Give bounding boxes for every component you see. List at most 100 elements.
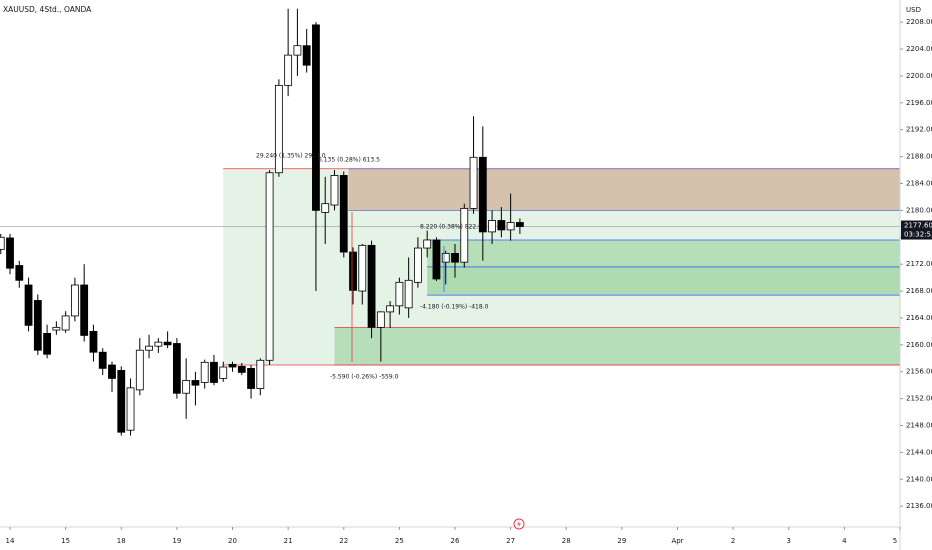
candle-body [247,367,255,389]
measure-label: -4.180 (-0.19%) -418.0 [420,304,489,311]
plot-area: 29.240 (1.35%) 2924.06.135 (0.28%) 613.5… [0,8,900,436]
y-tick-label: 2192.000 [906,126,932,134]
candle-body [200,361,209,383]
measure-label: 6.135 (0.28%) 613.5 [318,157,380,164]
candle-body [367,244,376,328]
candle-body [478,156,487,233]
candle-body [182,380,191,394]
event-icon[interactable] [513,518,525,530]
candle-body [469,156,478,209]
countdown: 03:32:53 [904,231,932,239]
y-tick-label: 2136.000 [906,502,932,510]
candle-body [395,281,404,307]
zone [427,239,900,267]
candle-body [6,237,14,269]
last-price-label: 2177.600 [904,222,932,230]
candle-body [71,284,79,317]
y-tick-label: 2144.000 [906,448,932,456]
candle-body [228,363,237,368]
y-tick-label: 2140.000 [906,475,932,483]
candle-body [386,305,395,313]
candle-body [219,366,228,379]
last-price-box [901,220,932,240]
candle-body [488,220,496,233]
candle-body [0,236,5,250]
y-tick-label: 2204.000 [906,45,932,53]
measure-label: 29.240 (1.35%) 2924.0 [256,153,326,160]
candle-body [256,359,265,389]
candle-body [24,284,33,326]
candle-body [506,222,515,231]
candle-body [339,175,348,253]
y-tick-label: 2172.000 [906,260,932,268]
zone [348,168,900,211]
zone [427,266,900,296]
candle-body [108,364,116,379]
zone [334,327,900,366]
candle-body [293,45,302,56]
candle-body [423,239,432,249]
x-tick-label: 15 [61,537,70,545]
candle-body [265,172,274,361]
candle-body [80,284,89,336]
y-tick-label: 2196.000 [906,99,932,107]
candle-body [404,279,413,309]
candle-body [172,343,181,394]
candle-body [210,361,218,383]
x-tick-label: 27 [506,537,515,545]
candle-body [376,311,385,328]
y-tick-label: 2148.000 [906,421,932,429]
candle-body [98,351,107,369]
candle-body [432,239,441,280]
y-tick-label: 2164.000 [906,314,932,322]
currency: USD [906,6,921,14]
candle-body [274,84,283,174]
candle-body [145,345,153,351]
candle-body [191,380,200,386]
y-tick-label: 2184.000 [906,180,932,188]
candle-body [312,24,320,211]
candle-body [321,203,330,213]
x-tick-label: 4 [842,537,847,545]
candle-body [330,175,339,206]
x-tick-label: 22 [339,537,348,545]
candle-body [163,341,172,346]
candle-body [126,387,135,431]
candle-body [441,253,450,263]
x-tick-label: 2 [731,537,735,545]
x-tick-label: 26 [451,537,460,545]
y-tick-label: 2200.000 [906,72,932,80]
candle-body [516,222,524,227]
candle-body [135,349,144,391]
candle-body [15,265,24,281]
candle-body [33,300,42,351]
measure-label: -5.590 (-0.26%) -559.0 [330,374,399,381]
x-tick-label: 29 [617,537,626,545]
candle-body [451,253,459,263]
x-tick-label: 3 [787,537,791,545]
candle-body [497,220,506,231]
y-tick-label: 2188.000 [906,153,932,161]
candle-body [89,330,98,353]
candle-body [302,45,311,66]
y-tick-label: 2180.000 [906,206,932,214]
x-tick-label: 19 [172,537,181,545]
candle-body [117,369,126,433]
x-tick-label: 14 [6,537,15,545]
x-tick-label: 5 [893,537,897,545]
candle-body [43,333,51,355]
candle-body [61,315,70,331]
candle-body [460,207,469,263]
candle-body [237,365,246,373]
candle-body [284,54,293,86]
symbol-title: XAUUSD, 4Std., OANDA [3,5,92,14]
x-tick-label: 25 [395,537,404,545]
x-tick-label: 18 [117,537,126,545]
measure-label: 8.220 (0.38%) 822.0 [420,224,482,231]
x-tick-label: 28 [562,537,571,545]
candle-body [349,251,357,291]
y-tick-label: 2156.000 [906,368,932,376]
candle-body [358,244,367,292]
y-tick-label: 2160.000 [906,341,932,349]
